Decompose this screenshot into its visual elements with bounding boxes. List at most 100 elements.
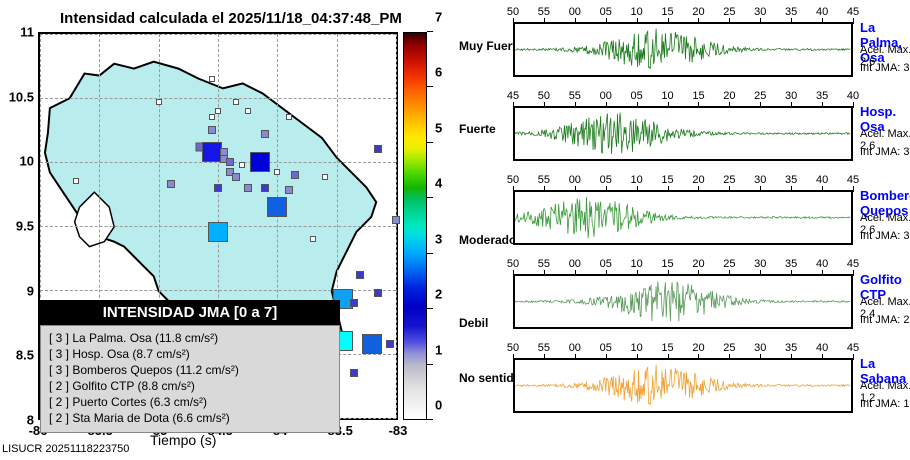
seismo-xtick-label: 55 [538, 342, 550, 354]
intensity-marker[interactable] [291, 171, 299, 179]
colorbar-tick-label: 3 [435, 231, 442, 246]
intensity-marker[interactable] [261, 130, 269, 138]
intensity-marker[interactable] [374, 289, 382, 297]
intensity-marker[interactable] [167, 180, 175, 188]
gridline-y [40, 162, 396, 163]
colorbar-word-label: Fuerte [459, 122, 496, 136]
seismo-intjma-label: Int JMA: 3 [860, 62, 910, 74]
map-ytick-label: 9 [8, 283, 34, 298]
intensity-marker[interactable] [322, 174, 328, 180]
seismo-xtick-label: 05 [600, 258, 612, 270]
seismo-xtick-label: 30 [754, 258, 766, 270]
seismo-xtick-label: 30 [754, 174, 766, 186]
seismogram-row-bomberos-quepos: 505500051015202530354045Bomberos QueposA… [498, 170, 910, 254]
seismo-xtick-label: 10 [631, 6, 643, 18]
legend-row: [ 2 ] Golfito CTP (8.8 cm/s²) [49, 378, 331, 394]
colorbar-tick-label: 6 [435, 65, 442, 80]
seismo-intjma-label: Int JMA: 2 [860, 314, 910, 326]
intensity-marker[interactable] [386, 340, 394, 348]
seismo-xtick-mark [853, 186, 854, 192]
seismo-intjma-label: Int JMA: 1 [860, 398, 910, 410]
legend-row: [ 3 ] La Palma. Osa (11.8 cm/s²) [49, 330, 331, 346]
seismo-xtick-label: 45 [847, 174, 859, 186]
intensity-marker[interactable] [226, 158, 234, 166]
intensity-marker[interactable] [208, 222, 228, 242]
intensity-marker[interactable] [214, 184, 222, 192]
map-ytick-label: 9.5 [8, 219, 34, 234]
intensity-marker[interactable] [244, 184, 252, 192]
seismo-xtick-label: 15 [661, 174, 673, 186]
intensity-marker[interactable] [250, 152, 270, 172]
gridline-x [396, 34, 397, 418]
map-ytick-label: 10 [8, 154, 34, 169]
intensity-marker[interactable] [350, 299, 358, 307]
intensity-marker[interactable] [392, 216, 400, 224]
seismo-xtick-label: 00 [569, 174, 581, 186]
seismo-xtick-label: 15 [661, 6, 673, 18]
intensity-marker[interactable] [233, 99, 239, 105]
map-xtick-label: -83 [389, 423, 408, 438]
seismo-xtick-label: 55 [569, 90, 581, 102]
intensity-marker[interactable] [156, 99, 162, 105]
seismo-xticks: 45 50 55 00 05 10 15 20 25 30 35 40 [513, 88, 853, 104]
seismogram-waveform-plot[interactable] [513, 274, 853, 329]
seismo-xtick-label: 05 [631, 90, 643, 102]
seismo-xtick-label: 50 [538, 90, 550, 102]
intensity-marker[interactable] [239, 162, 245, 168]
colorbar: 01234567 No sentido Debil Moderado Fuerte Mu… [403, 32, 427, 420]
seismo-xtick-label: 25 [754, 90, 766, 102]
seismo-xtick-label: 15 [692, 90, 704, 102]
intensity-marker[interactable] [208, 126, 216, 134]
seismo-xtick-label: 45 [847, 258, 859, 270]
seismogram-waveform-plot[interactable] [513, 358, 853, 413]
intensity-marker[interactable] [286, 114, 292, 120]
seismo-xtick-label: 10 [631, 174, 643, 186]
intensity-marker[interactable] [232, 173, 240, 181]
intensity-marker[interactable] [285, 186, 293, 194]
intensity-marker[interactable] [274, 169, 280, 175]
seismogram-waveform-plot[interactable] [513, 22, 853, 77]
intensity-marker[interactable] [267, 197, 287, 217]
colorbar-tick [427, 197, 433, 198]
intensity-marker[interactable] [261, 184, 269, 192]
seismo-xtick-label: 05 [600, 174, 612, 186]
intensity-marker[interactable] [356, 271, 364, 279]
seismogram-waveform-plot[interactable] [513, 106, 853, 161]
seismo-xtick-mark [853, 354, 854, 360]
map-title: Intensidad calculada el 2025/11/18_04:37… [60, 10, 402, 27]
seismo-xtick-label: 35 [785, 258, 797, 270]
intensity-marker[interactable] [209, 114, 215, 120]
seismo-xtick-label: 30 [785, 90, 797, 102]
intensity-marker[interactable] [209, 76, 215, 82]
seismo-xtick-label: 00 [569, 6, 581, 18]
seismo-intjma-label: Int JMA: 3 [860, 230, 910, 242]
colorbar-tick [427, 253, 433, 254]
seismogram-waveform-plot[interactable] [513, 190, 853, 245]
seismo-xtick-label: 35 [785, 342, 797, 354]
intensity-marker[interactable] [73, 178, 79, 184]
seismo-xticks: 50 55 00 05 10 15 20 25 30 35 40 45 [513, 172, 853, 188]
colorbar-tick-label: 4 [435, 176, 442, 191]
seismo-xtick-label: 45 [507, 90, 519, 102]
map-ytick-label: 8 [8, 413, 34, 428]
seismo-xtick-label: 10 [631, 342, 643, 354]
seismo-xticks: 50 55 00 05 10 15 20 25 30 35 40 45 [513, 340, 853, 356]
tiempo-axis-label: Tiempo (s) [150, 432, 216, 448]
intensity-marker[interactable] [245, 108, 251, 114]
legend-rows: [ 3 ] La Palma. Osa (11.8 cm/s²)[ 3 ] Ho… [40, 325, 340, 433]
seismo-xtick-label: 10 [631, 258, 643, 270]
seismo-xtick-label: 40 [816, 258, 828, 270]
intensity-marker[interactable] [310, 236, 316, 242]
seismo-xtick-label: 00 [600, 90, 612, 102]
colorbar-tick [427, 31, 433, 32]
legend-row: [ 2 ] Sta Maria de Dota (6.6 cm/s²) [49, 410, 331, 426]
seismo-xtick-label: 15 [661, 258, 673, 270]
intensity-marker[interactable] [350, 369, 358, 377]
intensity-marker[interactable] [362, 334, 382, 354]
seismo-xtick-mark [853, 102, 854, 108]
colorbar-tick [427, 308, 433, 309]
intensity-marker[interactable] [374, 145, 382, 153]
seismo-xtick-label: 55 [538, 174, 550, 186]
seismogram-panel: 50 55 00 05 10 15 20 25 30 35 40 45 La Palma, Osa Ace… [498, 0, 910, 460]
intensity-marker[interactable] [215, 108, 221, 114]
